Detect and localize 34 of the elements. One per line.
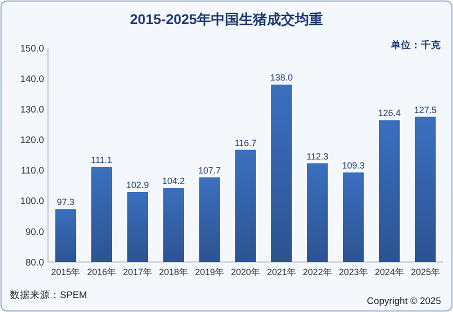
data-label: 104.2 xyxy=(162,176,185,186)
data-label: 138.0 xyxy=(270,72,293,83)
x-tick-label: 2017年 xyxy=(123,267,152,277)
data-label: 102.9 xyxy=(126,180,149,190)
data-label: 111.1 xyxy=(91,154,112,165)
text: Copyright © 2025 xyxy=(366,296,441,307)
y-tick-label: 140.0 xyxy=(20,74,44,85)
x-tick-label: 2023年 xyxy=(338,267,368,277)
x-tick-label: 2020年 xyxy=(230,267,260,277)
data-label: 107.7 xyxy=(198,165,221,176)
data-label: 126.4 xyxy=(378,108,401,118)
x-tick-label: 2021年 xyxy=(266,267,296,277)
data-label: 127.5 xyxy=(414,104,437,115)
y-tick-label: 90.0 xyxy=(26,226,44,238)
y-tick-label: 110.0 xyxy=(20,166,44,177)
x-tick-label: 2022年 xyxy=(302,267,332,277)
x-tick-label: 2024年 xyxy=(374,267,404,277)
y-tick-label: 100.0 xyxy=(20,196,44,208)
x-tick-label: 2015年 xyxy=(51,267,80,277)
y-tick-label: 120.0 xyxy=(20,135,44,146)
y-tick-label: 80.0 xyxy=(26,257,44,268)
x-tick-label: 2019年 xyxy=(195,267,224,277)
data-label: 112.3 xyxy=(306,151,328,162)
data-label: 116.7 xyxy=(234,138,256,148)
x-tick-label: 2025年 xyxy=(410,267,440,277)
data-label: 109.3 xyxy=(342,160,365,170)
x-tick-label: 2018年 xyxy=(159,267,188,277)
y-tick-label: 130.0 xyxy=(20,104,44,116)
data-label: 97.3 xyxy=(56,197,74,208)
annotation: 单位：千克 xyxy=(390,39,442,51)
source-note: 数据来源：SPEM xyxy=(10,289,88,301)
x-tick-label: 2016年 xyxy=(87,267,116,277)
chart-title: 2015-2025年中国生猪成交均重 xyxy=(130,11,323,27)
y-tick-label: 150.0 xyxy=(20,43,44,54)
